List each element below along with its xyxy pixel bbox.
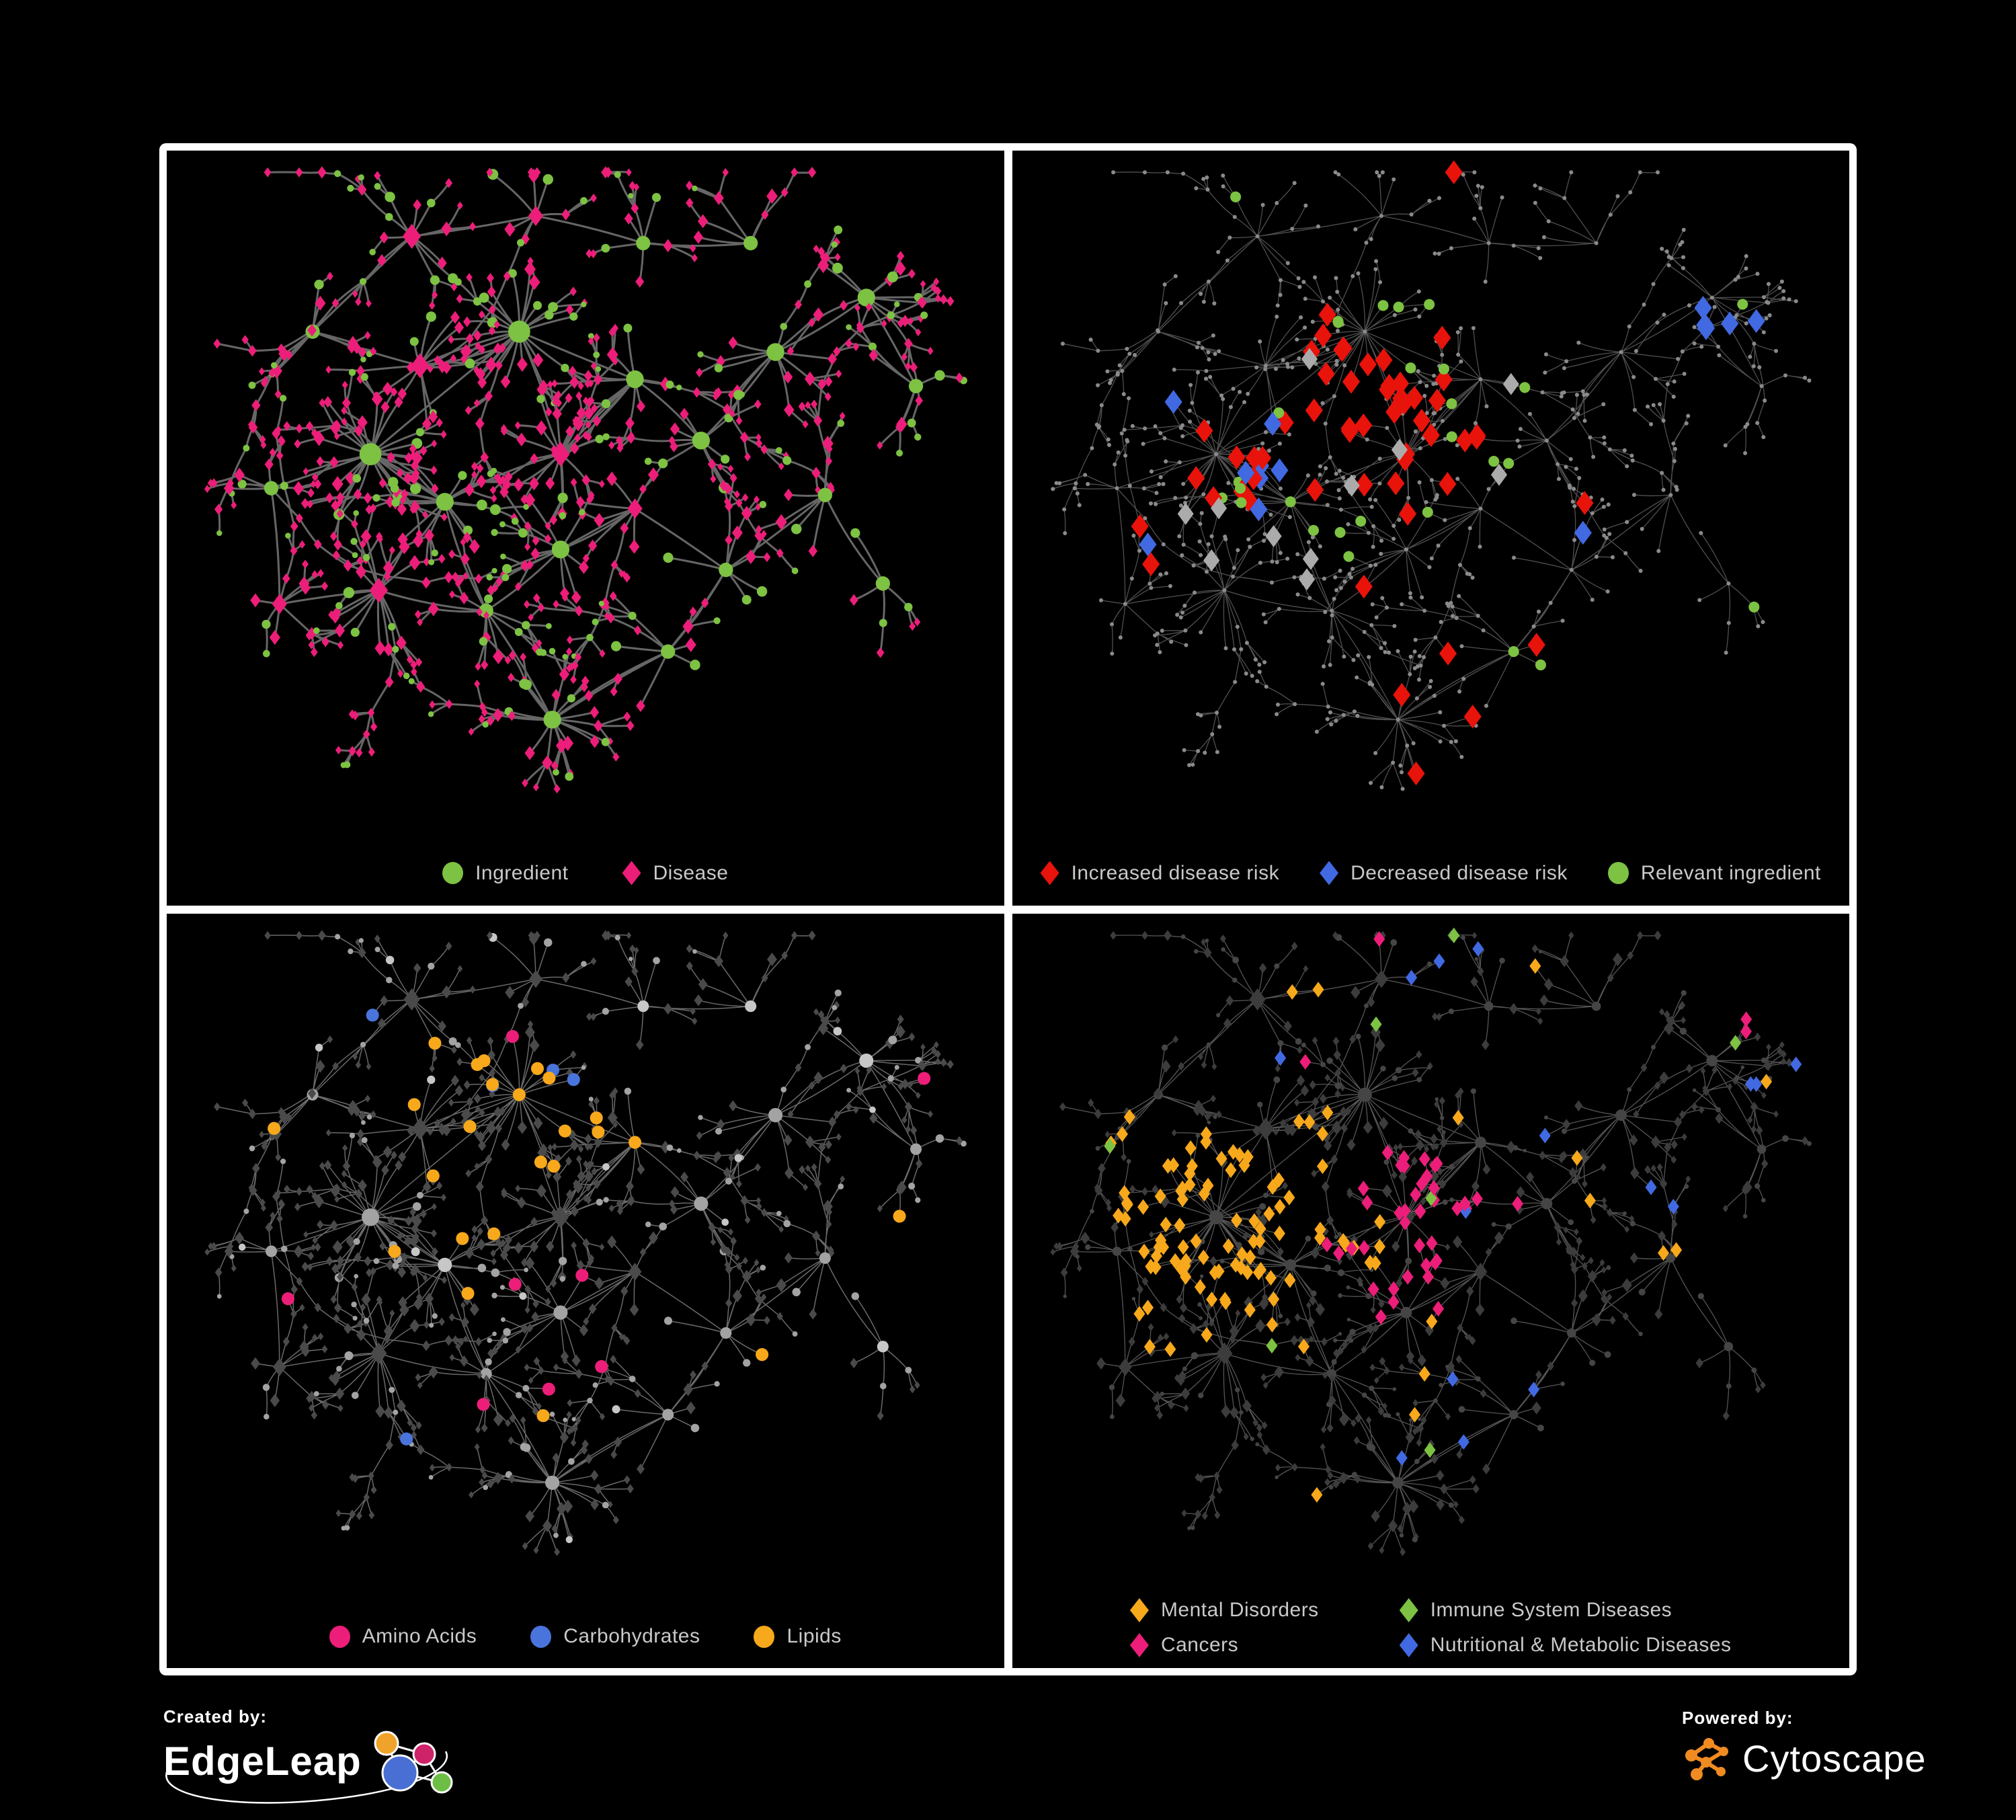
increased-risk-diamond-icon <box>1040 861 1059 885</box>
edgeleap-attribution: Created by: EdgeLeap <box>163 1706 479 1809</box>
legend-label: Ingredient <box>475 861 569 884</box>
cytoscape-attribution: Powered by: Cytoscape <box>1682 1708 1927 1784</box>
legend-label: Nutritional & Metabolic Diseases <box>1430 1634 1732 1656</box>
legend-item: Nutritional & Metabolic Diseases <box>1399 1633 1732 1657</box>
legend-item: Relevant ingredient <box>1607 861 1821 885</box>
cytoscape-network-icon <box>1685 1738 1728 1780</box>
legend-label: Disease <box>653 861 729 884</box>
edgeleap-wordmark: EdgeLeap <box>163 1739 362 1784</box>
panels-frame: Ingredient Disease Increased disease ris… <box>159 143 1857 1675</box>
panel-disease-risk: Increased disease risk Decreased disease… <box>1012 151 1850 906</box>
legend: Mental Disorders Immune System Diseases … <box>1012 1598 1850 1657</box>
carbohydrates-circle-icon <box>530 1625 552 1648</box>
cytoscape-wordmark: Cytoscape <box>1742 1737 1927 1780</box>
legend-label: Increased disease risk <box>1071 861 1280 884</box>
powered-by-label: Powered by: <box>1682 1708 1793 1728</box>
panel-ingredient-disease: Ingredient Disease <box>167 151 1004 906</box>
disease-risk-network-graph <box>1050 160 1811 791</box>
legend-item: Increased disease risk <box>1040 861 1280 885</box>
legend: Ingredient Disease <box>167 861 1004 885</box>
legend-label: Lipids <box>787 1625 842 1647</box>
edgeleap-logo: EdgeLeap <box>163 1729 479 1809</box>
ingredient-classes-network-graph <box>204 929 967 1556</box>
panel-disease-classes: Mental Disorders Immune System Diseases … <box>1012 913 1850 1668</box>
edgeleap-swoosh-and-network-icon <box>165 1731 453 1804</box>
ingredient-circle-icon <box>442 862 464 884</box>
mental-disorders-diamond-icon <box>1129 1598 1149 1622</box>
legend-item: Cancers <box>1129 1633 1319 1657</box>
legend-item: Lipids <box>754 1625 841 1648</box>
cancers-diamond-icon <box>1129 1633 1149 1657</box>
legend: Increased disease risk Decreased disease… <box>1012 861 1850 885</box>
legend: Amino Acids Carbohydrates Lipids <box>167 1625 1004 1648</box>
legend-label: Immune System Diseases <box>1430 1599 1672 1621</box>
legend-item: Carbohydrates <box>530 1625 700 1648</box>
panel-ingredient-classes: Amino Acids Carbohydrates Lipids <box>167 913 1004 1668</box>
legend-item: Immune System Diseases <box>1399 1598 1732 1622</box>
relevant-ingredient-circle-icon <box>1607 862 1629 884</box>
decreased-risk-diamond-icon <box>1320 861 1339 885</box>
legend-label: Decreased disease risk <box>1350 861 1568 884</box>
legend-item: Ingredient <box>442 862 568 885</box>
legend-item: Mental Disorders <box>1129 1598 1319 1622</box>
amino-acids-circle-icon <box>329 1625 350 1648</box>
legend-label: Mental Disorders <box>1160 1599 1319 1621</box>
legend-label: Relevant ingredient <box>1640 861 1821 884</box>
legend-label: Amino Acids <box>362 1625 477 1647</box>
disease-classes-network-graph <box>1049 927 1812 1556</box>
legend-item: Decreased disease risk <box>1320 861 1568 885</box>
legend-label: Carbohydrates <box>563 1625 700 1647</box>
created-by-label: Created by: <box>163 1706 268 1727</box>
lipids-circle-icon <box>754 1625 775 1648</box>
legend-item: Disease <box>622 861 729 885</box>
nutritional-metabolic-diseases-diamond-icon <box>1399 1633 1418 1657</box>
ingredient-disease-network-graph <box>204 166 967 794</box>
immune-system-diseases-diamond-icon <box>1399 1598 1418 1622</box>
legend-label: Cancers <box>1160 1634 1239 1656</box>
legend-item: Amino Acids <box>329 1625 477 1648</box>
disease-diamond-icon <box>622 861 641 885</box>
